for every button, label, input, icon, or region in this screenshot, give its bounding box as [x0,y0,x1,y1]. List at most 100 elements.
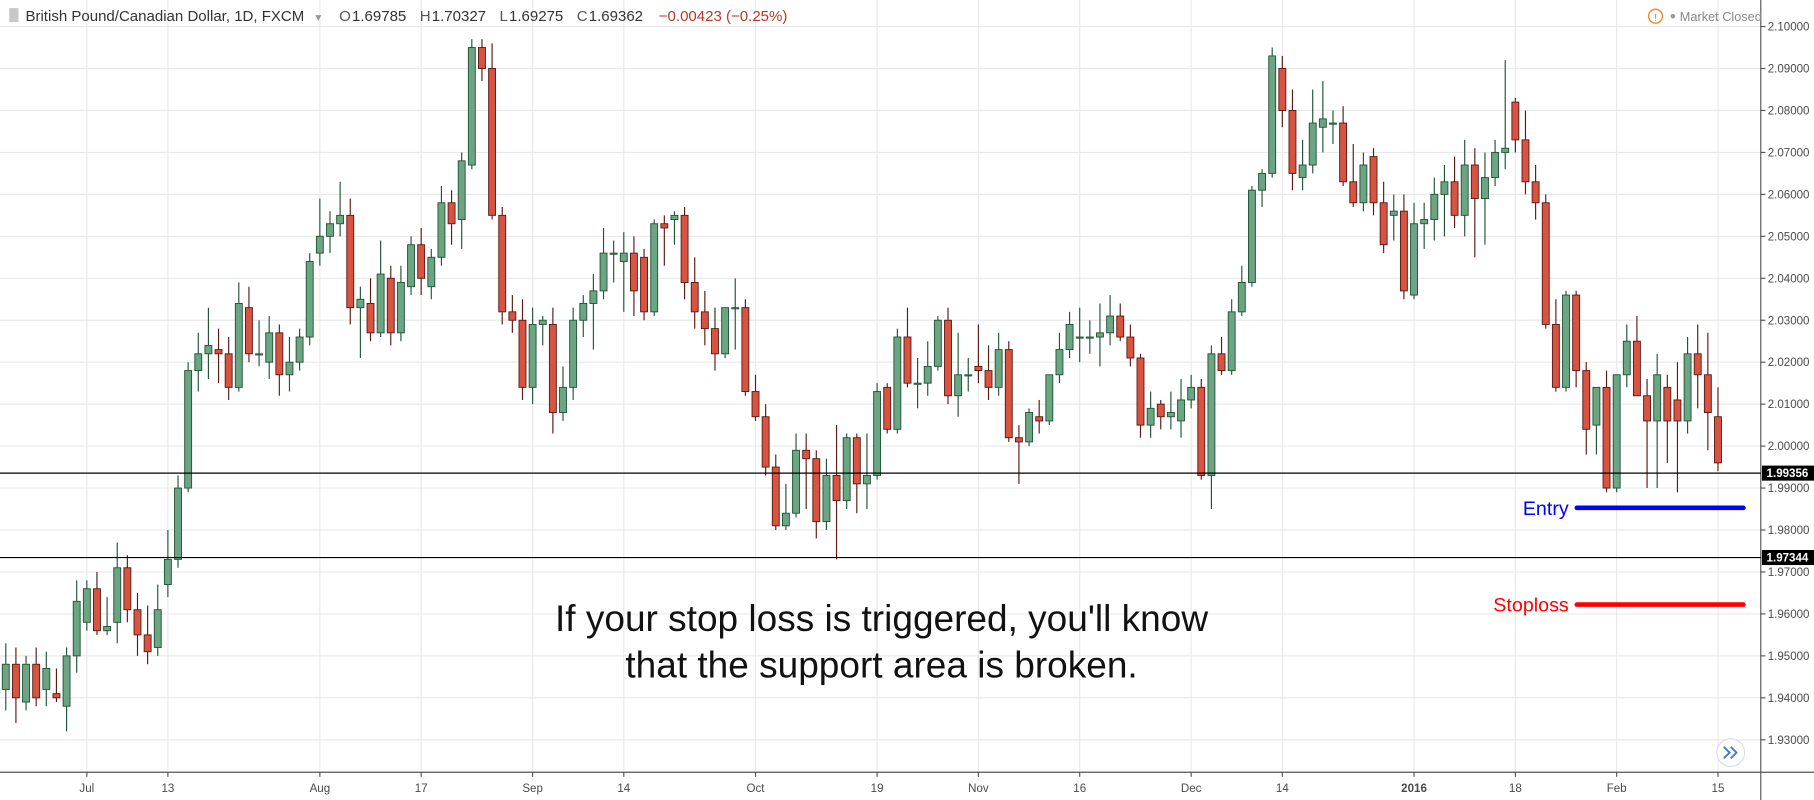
candle-body [1481,177,1489,200]
y-tick-label: 1.96000 [1768,609,1810,621]
y-tick-label: 1.97000 [1768,567,1810,579]
candle-body [1622,340,1631,376]
candle-body [1166,412,1175,418]
candle-body [376,273,385,334]
candle-body [346,214,355,309]
y-tick-label: 1.94000 [1768,693,1810,705]
candle-body [1349,181,1358,204]
candle-body [407,244,415,288]
candle-body [1562,294,1570,388]
price-label-box [1761,465,1814,481]
candle-body [1602,386,1611,489]
x-tick-label: 14 [617,783,630,795]
candle-body [255,353,264,356]
candle-body [265,332,274,363]
candle-body [1389,210,1398,216]
candle-body [903,336,912,384]
candle-body [1085,336,1094,339]
ohlc-value: 1.69785 [352,8,406,25]
candle-body [690,282,699,313]
y-tick-label: 2.10000 [1768,22,1810,34]
candle-body [893,336,902,430]
symbol: British Pound/Canadian Dollar, 1D, FXCM [25,8,304,25]
candle-body [1268,55,1277,174]
candle-body [1146,407,1155,426]
candle-body [1096,332,1104,338]
candle-body [964,374,973,377]
caption: that the support area is broken. [625,644,1137,685]
x-tick-label: Aug [310,783,331,795]
candle-body [1136,357,1145,426]
scroll-button-icon[interactable] [1723,746,1738,760]
candle-body [437,202,446,258]
candle-body [1197,386,1206,476]
candle-body [933,319,942,367]
x-tick-label: 13 [161,783,174,795]
candle-body [599,252,608,292]
candle-body [731,307,740,310]
candle-body [721,307,730,355]
candle-body [1501,147,1510,153]
candle-body [832,475,841,502]
candle-body [1025,412,1033,443]
candle-body [245,307,253,355]
candle-body [11,663,20,699]
candle-body [822,475,831,523]
candle-body [873,391,882,476]
candle-body [842,437,851,502]
candle-body [559,386,567,413]
caption: If your stop loss is triggered, you'll k… [555,598,1208,639]
x-tick-label: 19 [871,783,884,795]
ohlc-key: L [499,8,507,25]
candle-body [680,214,689,283]
candle-body [852,437,861,485]
candle-body [1703,374,1712,413]
candle-body [1420,219,1429,225]
candle-body [1035,416,1044,422]
candle-body [619,252,628,262]
candle-body [72,600,81,657]
candle-body [32,663,41,699]
candle-body [336,214,345,225]
candle-body [984,370,993,388]
x-tick-label: 17 [415,783,428,795]
candle-body [326,223,334,237]
x-tick-label: Oct [747,783,766,795]
candle-body [103,626,112,632]
candle-body [82,588,91,623]
candle-body [1541,202,1550,325]
candle-body [62,655,71,707]
candle-body [396,282,405,334]
candle-body [1278,68,1287,111]
candle-body [1187,386,1196,401]
candle-body [1683,353,1692,422]
candle-body [1207,353,1216,476]
status-icon-mark: ! [1654,13,1657,24]
candle-body [548,323,557,413]
annotation-label: Entry [1523,498,1569,520]
candle-body [792,449,800,514]
candle-body [1521,139,1530,183]
x-tick-label: 16 [1073,783,1086,795]
candle-body [1004,349,1013,439]
candle-body [1491,151,1500,179]
y-tick-label: 1.98000 [1768,525,1810,537]
y-tick-label: 2.06000 [1768,189,1810,201]
candle-body [812,458,821,523]
candle-body [538,319,547,325]
candle-body [133,609,142,636]
scroll-button[interactable] [1716,738,1746,768]
candle-body [1075,336,1084,339]
candle-body [1156,403,1165,418]
symbol-icon [9,8,19,22]
candle-body [1106,315,1115,334]
ohlc-value: 1.69275 [509,8,563,25]
y-tick-label: 2.00000 [1768,441,1810,453]
candle-body [488,68,497,216]
candle-body [123,567,132,611]
candle-body [711,328,719,355]
candle-body [42,667,51,690]
grid [0,0,1761,773]
y-tick-label: 1.93000 [1768,735,1810,747]
